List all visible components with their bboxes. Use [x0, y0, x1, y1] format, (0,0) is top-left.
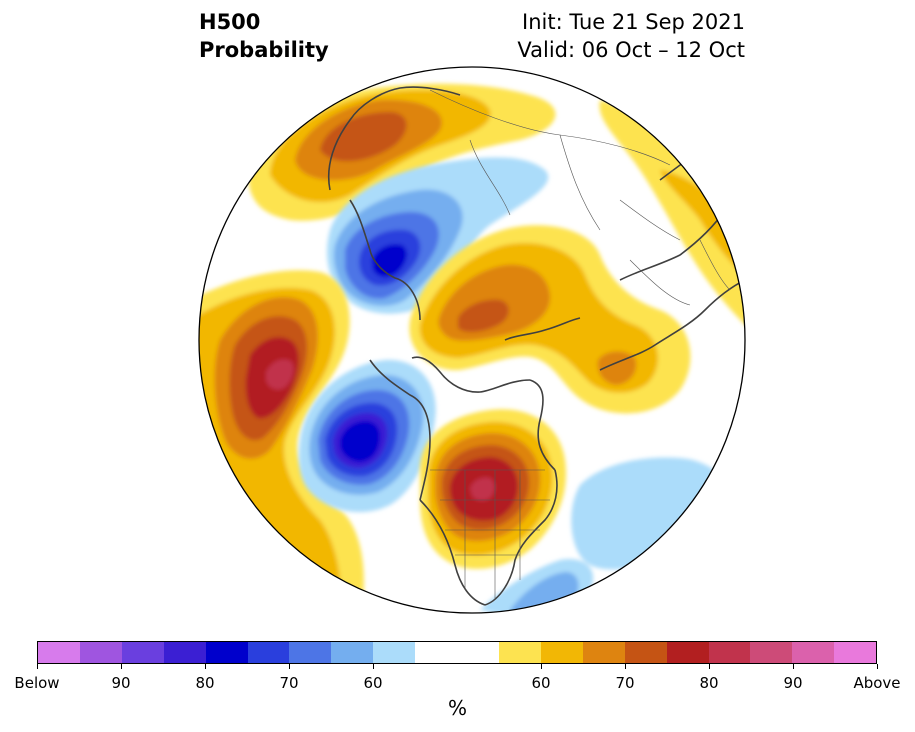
- valid-range: Valid: 06 Oct – 12 Oct: [517, 38, 745, 62]
- colorbar-segment: [38, 642, 80, 663]
- polar-map: [198, 66, 746, 614]
- colorbar-segment: [666, 642, 709, 663]
- colorbar: [37, 641, 877, 664]
- colorbar-segment: [540, 642, 583, 663]
- colorbar-segment: [205, 642, 248, 663]
- colorbar-tick-label: 80: [195, 674, 215, 692]
- colorbar-tick: [708, 664, 710, 669]
- anomaly-above-northeast-asia: [248, 83, 556, 221]
- map-panel: [198, 66, 746, 614]
- colorbar-tick-label: 60: [363, 674, 383, 692]
- colorbar-segment: [79, 642, 122, 663]
- colorbar-segment: [498, 642, 541, 663]
- colorbar-tick: [540, 664, 542, 669]
- anomaly-above-north-pacific: [199, 270, 364, 613]
- colorbar-segment: [457, 642, 499, 663]
- colorbar-tick: [624, 664, 626, 669]
- colorbar-tick: [204, 664, 206, 669]
- colorbar-segment: [289, 642, 332, 663]
- colorbar-tick: [120, 664, 122, 669]
- colorbar-segment: [247, 642, 290, 663]
- anomaly-above-arctic: [409, 225, 691, 414]
- colorbar-segment: [331, 642, 374, 663]
- colorbar-tick-label: Below: [14, 674, 60, 692]
- colorbar-segment: [792, 642, 835, 663]
- colorbar-segment: [750, 642, 793, 663]
- anomaly-above-canada: [420, 409, 566, 569]
- colorbar-segment: [582, 642, 625, 663]
- title-variable: H500: [199, 10, 261, 34]
- coastlines: [327, 86, 745, 606]
- anomaly-below-gulf-of-alaska: [298, 359, 436, 513]
- colorbar-tick: [36, 664, 38, 669]
- colorbar-segment: [163, 642, 206, 663]
- init-time: Init: Tue 21 Sep 2021: [522, 10, 745, 34]
- colorbar-tick-label: 90: [111, 674, 131, 692]
- colorbar-tick: [372, 664, 374, 669]
- map-boundary: [198, 66, 746, 614]
- chart-title: H500 Probability: [199, 8, 329, 64]
- anomaly-below-bering: [327, 157, 549, 314]
- colorbar-segment: [834, 642, 877, 663]
- colorbar-tick-label: Above: [853, 674, 901, 692]
- colorbar-tick-label: 70: [615, 674, 635, 692]
- colorbar-segment: [415, 642, 458, 663]
- title-type: Probability: [199, 38, 329, 62]
- colorbar-segment: [373, 642, 416, 663]
- colorbar-segment: [121, 642, 164, 663]
- colorbar-tick-label: 80: [699, 674, 719, 692]
- colorbar-tick: [792, 664, 794, 669]
- run-info: Init: Tue 21 Sep 2021 Valid: 06 Oct – 12…: [517, 8, 745, 64]
- colorbar-tick: [876, 664, 878, 669]
- colorbar-tick-label: 90: [783, 674, 803, 692]
- borders: [429, 89, 731, 600]
- colorbar-tick: [288, 664, 290, 669]
- colorbar-tick-label: 60: [531, 674, 551, 692]
- colorbar-unit: %: [447, 696, 467, 720]
- colorbar-tick-label: 70: [279, 674, 299, 692]
- colorbar-segment: [624, 642, 667, 663]
- colorbar-segment: [708, 642, 751, 663]
